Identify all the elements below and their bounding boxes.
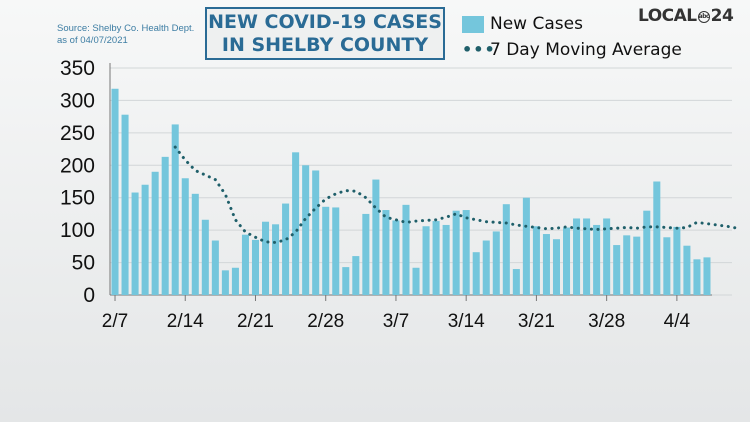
new-cases-bar [472,252,480,295]
new-cases-bar [201,219,209,295]
new-cases-bar [583,218,591,295]
new-cases-bar [111,88,119,295]
new-cases-bar [663,237,671,295]
logo-badge-icon: abc [697,11,710,23]
new-cases-bar [362,213,370,295]
new-cases-bar [372,179,380,295]
source-line-2: as of 04/07/2021 [57,35,128,46]
new-cases-bar [181,178,189,295]
new-cases-bar [452,210,460,295]
x-tick-label: 3/21 [518,311,555,332]
y-tick-label: 300 [60,89,95,112]
new-cases-bar [482,240,490,295]
chart-title-line-2: IN SHELBY COUNTY [221,34,429,56]
new-cases-bar [241,234,249,295]
y-tick-label: 50 [72,252,95,275]
new-cases-bar [121,114,129,295]
chart-legend: New Cases ••• 7 Day Moving Average [462,11,682,63]
new-cases-bar [653,181,661,295]
new-cases-bar [532,226,540,295]
new-cases-bar [262,221,270,295]
new-cases-bar [332,207,340,295]
x-tick-label: 4/4 [664,311,691,332]
x-tick-label: 3/28 [588,311,625,332]
y-tick-label: 150 [60,187,95,210]
new-cases-bar [673,226,681,295]
new-cases-bar [683,245,691,295]
y-tick-label: 0 [83,284,95,307]
x-tick-label: 2/28 [307,311,344,332]
new-cases-bar [191,193,199,295]
new-cases-bar [542,234,550,295]
logo-text-local: LOCAL [638,6,697,26]
new-cases-bar [322,206,330,295]
new-cases-bar [312,170,320,295]
new-cases-bar [292,152,300,295]
new-cases-bar [462,210,470,295]
new-cases-bar [492,231,500,295]
new-cases-bar [141,184,149,295]
new-cases-bar [552,239,560,295]
chart-title-line-1: NEW COVID-19 CASES [208,11,442,33]
new-cases-bar [352,256,360,295]
new-cases-bar [251,239,259,295]
y-tick-label: 100 [60,219,95,242]
new-cases-bar [633,236,641,295]
new-cases-bar [432,221,440,295]
new-cases-bar [502,204,510,295]
new-cases-bar [211,240,219,295]
source-line-1: Source: Shelby Co. Health Dept. [57,23,195,34]
legend-item-moving-average: ••• 7 Day Moving Average [462,37,682,63]
new-cases-bar [342,267,350,295]
new-cases-bar [302,165,310,295]
x-tick-label: 2/21 [237,311,274,332]
new-cases-bar [693,259,701,295]
legend-label-new-cases: New Cases [490,14,583,34]
new-cases-bar [613,245,621,295]
new-cases-bar [573,218,581,295]
new-cases-bar [422,226,430,295]
new-cases-bar [603,218,611,295]
new-cases-bar [402,204,410,295]
new-cases-bar [412,267,420,295]
new-cases-bar [151,171,159,295]
new-cases-bar [703,257,711,295]
y-tick-label: 250 [60,122,95,145]
new-cases-bar [563,227,571,295]
y-tick-label: 350 [60,57,95,80]
x-tick-label: 3/7 [383,311,409,332]
legend-label-moving-average: 7 Day Moving Average [490,40,682,60]
x-tick-label: 2/14 [167,311,204,332]
source-note: Source: Shelby Co. Health Dept. as of 04… [57,23,194,47]
new-cases-bar [522,197,530,295]
new-cases-bar [221,270,229,295]
new-cases-bar [231,267,239,295]
new-cases-bar [643,210,651,295]
new-cases-bar [171,124,179,295]
new-cases-bar [593,224,601,295]
new-cases-bar [131,192,139,295]
station-logo: LOCAL abc24 [638,6,734,26]
new-cases-bar [282,203,290,295]
legend-bar-swatch [462,15,484,33]
new-cases-bar [161,156,169,295]
chart-title-box: NEW COVID-19 CASES IN SHELBY COUNTY [205,7,445,60]
moving-average-line [173,145,739,245]
new-cases-bar [442,224,450,295]
new-cases-bar [392,220,400,295]
logo-text-24: 24 [710,6,734,26]
new-cases-bar [512,269,520,295]
new-cases-bar [272,224,280,295]
new-cases-bar [623,235,631,295]
y-tick-label: 200 [60,154,95,177]
new-cases-bar [382,210,390,295]
x-tick-label: 2/7 [102,311,128,332]
x-tick-label: 3/14 [448,311,485,332]
legend-item-new-cases: New Cases [462,11,682,37]
